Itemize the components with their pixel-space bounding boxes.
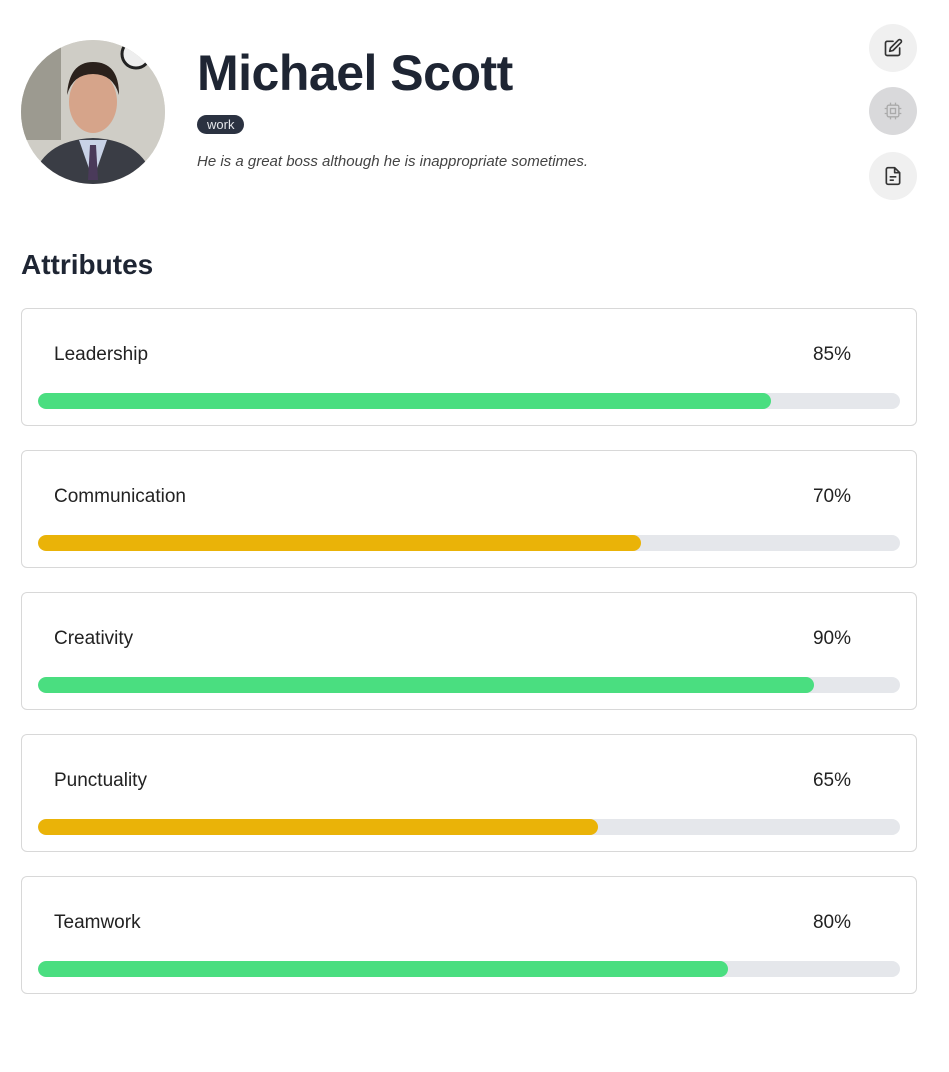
edit-button[interactable] <box>869 24 917 72</box>
progress-fill <box>38 819 599 835</box>
tag-badge: work <box>197 115 245 134</box>
attribute-percent: 90% <box>812 628 851 649</box>
attribute-card: Punctuality 65% <box>21 734 917 852</box>
progress-track <box>38 535 900 551</box>
progress-fill <box>38 393 771 409</box>
attribute-card: Communication 70% <box>21 450 917 568</box>
attribute-percent: 70% <box>812 486 851 507</box>
progress-fill <box>38 677 814 693</box>
edit-icon <box>884 38 903 57</box>
progress-track <box>38 961 900 977</box>
profile-name: Michael Scott <box>197 45 513 101</box>
chip-button[interactable] <box>869 87 917 135</box>
attribute-card: Creativity 90% <box>21 592 917 710</box>
avatar <box>21 40 165 184</box>
attribute-percent: 80% <box>812 912 851 933</box>
progress-fill <box>38 961 728 977</box>
attribute-label: Teamwork <box>54 912 141 933</box>
attribute-label: Leadership <box>54 344 149 365</box>
progress-fill <box>38 535 642 551</box>
attribute-label: Creativity <box>54 628 134 649</box>
attribute-label: Punctuality <box>54 770 147 791</box>
progress-track <box>38 819 900 835</box>
attribute-card: Teamwork 80% <box>21 876 917 994</box>
attribute-percent: 65% <box>812 770 851 791</box>
document-icon <box>885 166 901 186</box>
progress-track <box>38 393 900 409</box>
document-button[interactable] <box>869 152 917 200</box>
attribute-card: Leadership 85% <box>21 308 917 426</box>
progress-track <box>38 677 900 693</box>
chip-icon <box>884 102 902 120</box>
attributes-heading: Attributes <box>21 249 154 280</box>
profile-description: He is a great boss although he is inappr… <box>197 153 589 170</box>
attribute-percent: 85% <box>812 344 851 365</box>
attribute-label: Communication <box>54 486 186 507</box>
